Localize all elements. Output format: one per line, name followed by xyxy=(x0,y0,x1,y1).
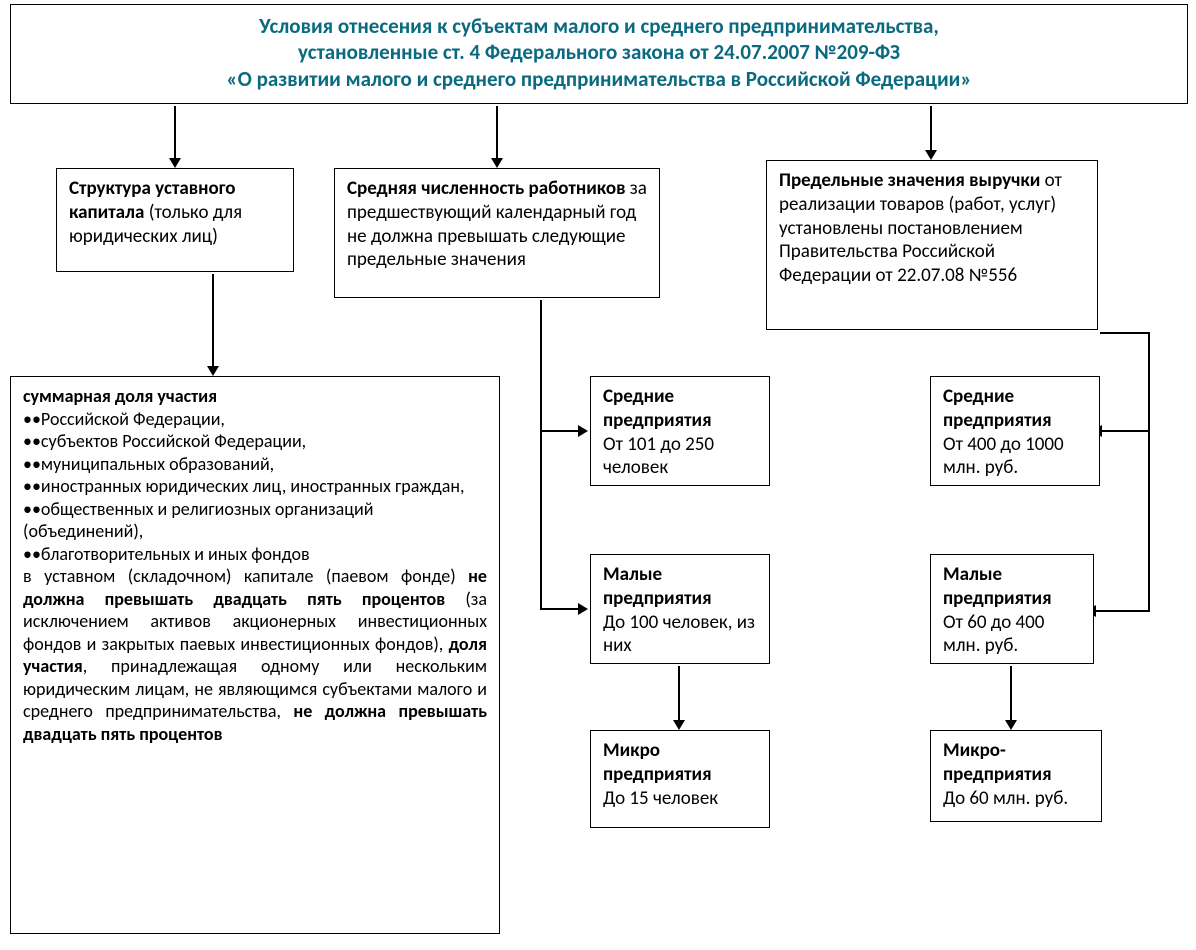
arrowhead-title-employees xyxy=(491,158,503,168)
detail-bullets: •Российской Федерации, •субъектов Россий… xyxy=(23,408,487,566)
emp-micro-bold: Микро предприятия xyxy=(603,739,757,787)
node-revenue: Предельные значения выручки от реализаци… xyxy=(766,160,1098,330)
rev-micro-rest: До 60 млн. руб. xyxy=(943,787,1089,811)
node-emp-mid: Средние предприятия От 101 до 250 челове… xyxy=(590,376,770,486)
edge-title-revenue xyxy=(930,106,932,150)
title-box: Условия отнесения к субъектам малого и с… xyxy=(10,4,1188,104)
edge-emp-small-micro xyxy=(678,666,680,720)
edge-employees-trunk xyxy=(540,300,542,610)
edge-revenue-trunk-top xyxy=(1100,332,1150,334)
edge-capital-detail xyxy=(212,274,214,366)
node-emp-small: Малые предприятия До 100 человек, из них xyxy=(590,554,770,664)
detail-bullet: •Российской Федерации, xyxy=(23,408,487,431)
diagram-canvas: Условия отнесения к субъектам малого и с… xyxy=(0,0,1196,950)
node-capital-detail: суммарная доля участия •Российской Федер… xyxy=(10,376,500,934)
node-revenue-bold: Предельные значения выручки xyxy=(779,169,1040,192)
node-rev-mid: Средние предприятия От 400 до 1000 млн. … xyxy=(930,376,1100,486)
arrowhead-employees-small xyxy=(578,603,588,615)
detail-bullet: •иностранных юридических лиц, иностранны… xyxy=(23,475,487,498)
detail-tail-pre: в уставном (складочном) капитале (паевом… xyxy=(23,565,468,587)
node-employees: Средняя численность работников за предше… xyxy=(334,168,660,298)
rev-mid-bold: Средние предприятия xyxy=(943,385,1087,433)
node-rev-small: Малые предприятия От 60 до 400 млн. руб. xyxy=(930,554,1094,664)
edge-title-employees xyxy=(496,106,498,158)
edge-revenue-trunk xyxy=(1148,332,1150,612)
node-capital: Структура уставного капитала (только для… xyxy=(56,168,294,272)
title-line1: Условия отнесения к субъектам малого и с… xyxy=(23,13,1175,39)
arrowhead-rev-small-micro xyxy=(1005,720,1017,730)
title-line3: «О развитии малого и среднего предприним… xyxy=(23,66,1175,92)
edge-title-capital xyxy=(174,106,176,158)
rev-small-bold: Малые предприятия xyxy=(943,563,1081,611)
node-rev-micro: Микро-предприятия До 60 млн. руб. xyxy=(930,730,1102,822)
rev-micro-bold: Микро-предприятия xyxy=(943,739,1089,787)
emp-small-rest: До 100 человек, из них xyxy=(603,611,757,659)
detail-bullet: •муниципальных образований, xyxy=(23,453,487,476)
detail-lead: суммарная доля участия xyxy=(23,385,487,408)
emp-micro-rest: До 15 человек xyxy=(603,787,757,811)
detail-tail: в уставном (складочном) капитале (паевом… xyxy=(23,565,487,745)
edge-revenue-mid xyxy=(1102,430,1150,432)
edge-employees-small xyxy=(540,608,578,610)
detail-bullet: •субъектов Российской Федерации, xyxy=(23,430,487,453)
detail-bullet: •благотворительных и иных фондов xyxy=(23,543,487,566)
arrowhead-employees-mid xyxy=(578,425,588,437)
arrowhead-title-revenue xyxy=(925,150,937,160)
edge-revenue-small xyxy=(1096,610,1150,612)
arrowhead-capital-detail xyxy=(207,366,219,376)
emp-mid-rest: От 101 до 250 человек xyxy=(603,433,757,481)
arrowhead-title-capital xyxy=(169,158,181,168)
edge-employees-mid xyxy=(540,430,578,432)
rev-mid-rest: От 400 до 1000 млн. руб. xyxy=(943,433,1087,481)
emp-mid-bold: Средние предприятия xyxy=(603,385,757,433)
emp-small-bold: Малые предприятия xyxy=(603,563,757,611)
node-employees-bold: Средняя численность работников xyxy=(347,177,625,200)
rev-small-rest: От 60 до 400 млн. руб. xyxy=(943,611,1081,659)
edge-rev-small-micro xyxy=(1010,666,1012,720)
arrowhead-emp-small-micro xyxy=(673,720,685,730)
title-line2: установленные ст. 4 Федерального закона … xyxy=(23,39,1175,65)
node-emp-micro: Микро предприятия До 15 человек xyxy=(590,730,770,828)
detail-bullet: •общественных и религиозных организаций … xyxy=(23,498,487,543)
